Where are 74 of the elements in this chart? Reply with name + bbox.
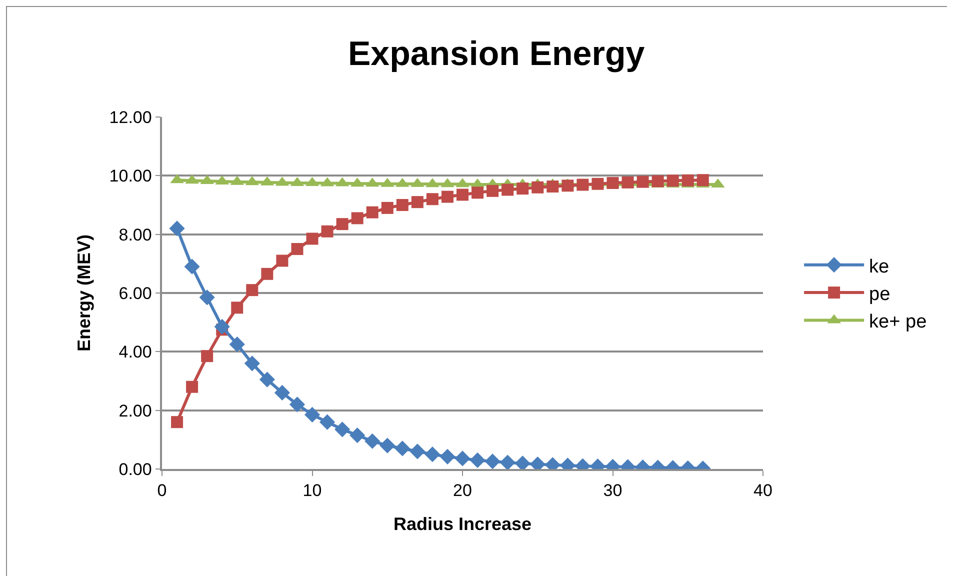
- point: [364, 433, 380, 449]
- point: [199, 290, 215, 306]
- point: [576, 178, 589, 191]
- point: [276, 254, 288, 267]
- point: [396, 199, 408, 211]
- legend-label: ke: [869, 256, 890, 278]
- point: [472, 186, 484, 199]
- point: [171, 416, 184, 428]
- x-tick-label: 10: [302, 481, 322, 500]
- point: [696, 174, 709, 186]
- point: [426, 193, 438, 206]
- x-axis-title: Radius Increase: [393, 514, 532, 534]
- point: [440, 448, 456, 464]
- point: [169, 220, 185, 236]
- x-tick-label: 40: [754, 481, 772, 500]
- point: [259, 372, 275, 388]
- point: [411, 196, 424, 208]
- point: [652, 175, 664, 188]
- y-tick-label: 10.00: [109, 166, 152, 186]
- point: [441, 190, 454, 203]
- x-tick-label: 0: [157, 481, 167, 500]
- x-tick-label: 30: [603, 481, 622, 500]
- legend-label: ke+ pe: [869, 312, 927, 333]
- point: [350, 427, 366, 444]
- y-tick-label: 4.00: [118, 342, 152, 362]
- point: [516, 182, 529, 195]
- point: [289, 396, 306, 412]
- point: [532, 181, 544, 194]
- x-tick-label: 20: [453, 481, 472, 500]
- point: [410, 444, 426, 460]
- point: [214, 318, 230, 335]
- point: [484, 454, 500, 469]
- point: [304, 406, 320, 423]
- point: [306, 232, 318, 245]
- y-tick-label: 12.00: [109, 108, 152, 127]
- y-tick-label: 2.00: [118, 401, 152, 420]
- point: [502, 184, 514, 196]
- point: [246, 284, 258, 296]
- point: [592, 178, 604, 190]
- point: [682, 174, 694, 186]
- point: [486, 184, 499, 197]
- point: [321, 225, 334, 238]
- point: [500, 454, 516, 469]
- point: [470, 452, 486, 468]
- point: [424, 446, 440, 462]
- point: [636, 176, 649, 188]
- point: [336, 218, 348, 230]
- point: [380, 438, 396, 454]
- chart-title: Expansion Energy: [348, 35, 645, 73]
- point: [666, 174, 679, 187]
- point: [201, 350, 214, 362]
- point: [456, 188, 468, 201]
- point: [546, 180, 559, 193]
- point: [186, 380, 198, 393]
- y-axis-title: Energy (MEV): [74, 234, 94, 352]
- point: [394, 440, 410, 456]
- y-tick-label: 8.00: [118, 225, 152, 244]
- point: [454, 450, 470, 466]
- point: [261, 268, 274, 280]
- legend-label: pe: [869, 284, 890, 305]
- point: [184, 258, 200, 274]
- point: [231, 302, 244, 314]
- point: [351, 212, 364, 224]
- y-tick-label: 6.00: [118, 284, 152, 303]
- point: [274, 384, 290, 401]
- point: [291, 243, 304, 255]
- point: [381, 202, 394, 214]
- point: [562, 180, 574, 192]
- point: [334, 422, 350, 438]
- y-tick-label: 0.00: [118, 460, 152, 479]
- point: [366, 206, 378, 218]
- point: [244, 356, 260, 372]
- point: [229, 336, 245, 352]
- point: [319, 414, 336, 430]
